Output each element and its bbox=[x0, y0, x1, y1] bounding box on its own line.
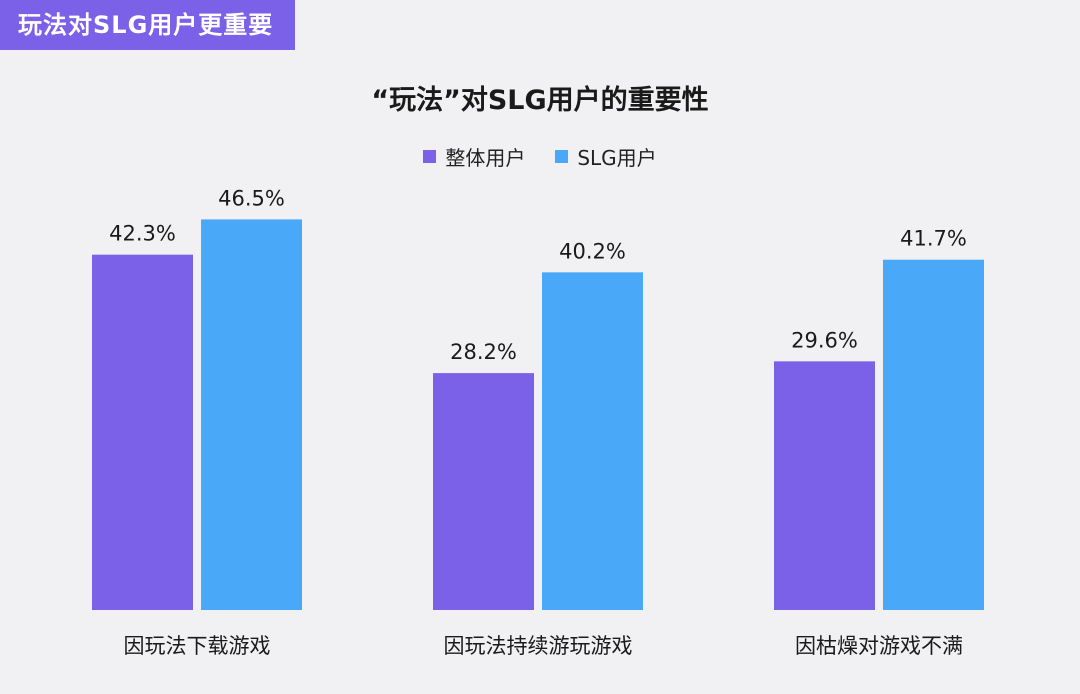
category-label-retention: 因玩法持续游玩游戏 bbox=[443, 634, 633, 658]
chart-title: “玩法”对SLG用户的重要性 bbox=[371, 85, 709, 116]
bar-overall-1 bbox=[433, 373, 534, 610]
data-label-overall-1: 28.2% bbox=[450, 340, 517, 364]
legend-label-overall: 整体用户 bbox=[445, 146, 526, 170]
data-label-slg-2: 41.7% bbox=[900, 227, 967, 251]
category-label-boredom: 因枯燥对游戏不满 bbox=[795, 634, 963, 658]
data-label-overall-0: 42.3% bbox=[109, 222, 176, 246]
data-label-slg-1: 40.2% bbox=[559, 239, 626, 263]
chart-legend: 整体用户 SLG用户 bbox=[0, 142, 1080, 171]
bar-overall-2 bbox=[774, 361, 875, 610]
section-banner: 玩法对SLG用户更重要 bbox=[0, 0, 296, 50]
legend-item-overall: 整体用户 bbox=[423, 142, 525, 171]
legend-swatch-overall bbox=[423, 150, 437, 163]
legend-item-slg: SLG用户 bbox=[555, 142, 657, 171]
data-label-overall-2: 29.6% bbox=[791, 328, 858, 352]
legend-label-slg: SLG用户 bbox=[577, 146, 657, 170]
legend-swatch-slg bbox=[555, 150, 569, 163]
bar-overall-0 bbox=[92, 254, 193, 610]
category-label-download: 因玩法下载游戏 bbox=[123, 634, 271, 658]
data-label-slg-0: 46.5% bbox=[218, 186, 285, 210]
bar-slg-1 bbox=[542, 272, 643, 610]
bar-slg-2 bbox=[883, 259, 984, 610]
bar-slg-0 bbox=[201, 219, 302, 610]
